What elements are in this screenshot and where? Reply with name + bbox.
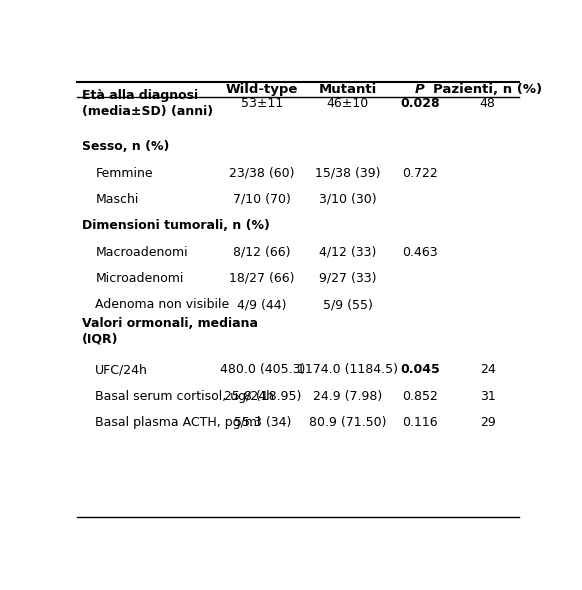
- Text: P: P: [415, 83, 425, 96]
- Text: Adenoma non visibile: Adenoma non visibile: [95, 299, 229, 312]
- Text: 53±11: 53±11: [241, 97, 283, 110]
- Text: Mutanti: Mutanti: [319, 83, 377, 96]
- Text: 25.8 (18.95): 25.8 (18.95): [223, 389, 301, 402]
- Text: 15/38 (39): 15/38 (39): [315, 166, 381, 179]
- Text: Microadenomi: Microadenomi: [95, 272, 184, 285]
- Text: 4/12 (33): 4/12 (33): [319, 245, 377, 258]
- Text: 0.045: 0.045: [400, 363, 440, 376]
- Text: 29: 29: [480, 416, 496, 429]
- Text: 24.9 (7.98): 24.9 (7.98): [313, 389, 382, 402]
- Text: Macroadenomi: Macroadenomi: [95, 245, 188, 258]
- Text: 9/27 (33): 9/27 (33): [319, 272, 377, 285]
- Text: (IQR): (IQR): [81, 332, 118, 345]
- Text: 55.3 (34): 55.3 (34): [233, 416, 291, 429]
- Text: 8/12 (66): 8/12 (66): [233, 245, 291, 258]
- Text: Valori ormonali, mediana: Valori ormonali, mediana: [81, 317, 258, 330]
- Text: (media±SD) (anni): (media±SD) (anni): [81, 104, 213, 117]
- Text: Wild-type: Wild-type: [226, 83, 299, 96]
- Text: 46±10: 46±10: [327, 97, 369, 110]
- Text: Dimensioni tumorali, n (%): Dimensioni tumorali, n (%): [81, 219, 269, 232]
- Text: 3/10 (30): 3/10 (30): [319, 193, 377, 206]
- Text: Basal plasma ACTH, pg/ml: Basal plasma ACTH, pg/ml: [95, 416, 261, 429]
- Text: 24: 24: [480, 363, 496, 376]
- Text: UFC/24h: UFC/24h: [95, 363, 148, 376]
- Text: 0.722: 0.722: [402, 166, 438, 179]
- Text: 0.463: 0.463: [402, 245, 438, 258]
- Text: 80.9 (71.50): 80.9 (71.50): [309, 416, 386, 429]
- Text: 18/27 (66): 18/27 (66): [229, 272, 295, 285]
- Text: Maschi: Maschi: [95, 193, 139, 206]
- Text: Pazienti, n (%): Pazienti, n (%): [433, 83, 542, 96]
- Text: 5/9 (55): 5/9 (55): [323, 299, 373, 312]
- Text: 4/9 (44): 4/9 (44): [237, 299, 287, 312]
- Text: 0.028: 0.028: [400, 97, 440, 110]
- Text: 480.0 (405.3): 480.0 (405.3): [219, 363, 305, 376]
- Text: Basal serum cortisol, ug/24h: Basal serum cortisol, ug/24h: [95, 389, 274, 402]
- Text: Sesso, n (%): Sesso, n (%): [81, 140, 169, 153]
- Text: Età alla diagnosi: Età alla diagnosi: [81, 89, 198, 103]
- Text: 23/38 (60): 23/38 (60): [229, 166, 295, 179]
- Text: 7/10 (70): 7/10 (70): [233, 193, 291, 206]
- Text: 1174.0 (1184.5): 1174.0 (1184.5): [297, 363, 399, 376]
- Text: Femmine: Femmine: [95, 166, 153, 179]
- Text: 48: 48: [480, 97, 496, 110]
- Text: 0.852: 0.852: [402, 389, 438, 402]
- Text: 0.116: 0.116: [402, 416, 438, 429]
- Text: 31: 31: [480, 389, 496, 402]
